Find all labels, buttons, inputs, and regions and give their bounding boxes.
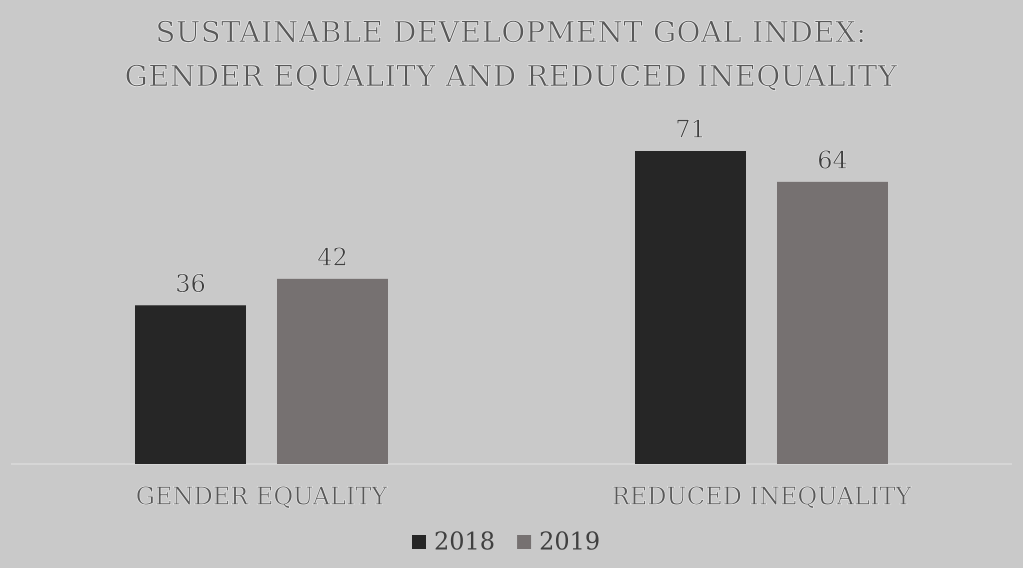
bar [777, 181, 888, 464]
bar [135, 305, 246, 464]
data-label: 36 [175, 270, 206, 298]
x-tick-label: REDUCED INEQUALITY [612, 483, 913, 511]
data-label: 42 [317, 243, 348, 271]
bar [635, 151, 746, 464]
legend-label: 2018 [434, 528, 495, 556]
x-tick-label: GENDER EQUALITY [136, 483, 389, 511]
legend-label: 2019 [539, 528, 600, 556]
data-label: 71 [675, 116, 706, 144]
data-label: 64 [817, 146, 848, 174]
legend-swatch [517, 535, 532, 549]
chart-title: GENDER EQUALITY AND REDUCED INEQUALITY [125, 59, 898, 93]
legend-swatch [412, 535, 426, 549]
bar [277, 278, 388, 464]
chart-title: SUSTAINABLE DEVELOPMENT GOAL INDEX: [155, 15, 866, 49]
